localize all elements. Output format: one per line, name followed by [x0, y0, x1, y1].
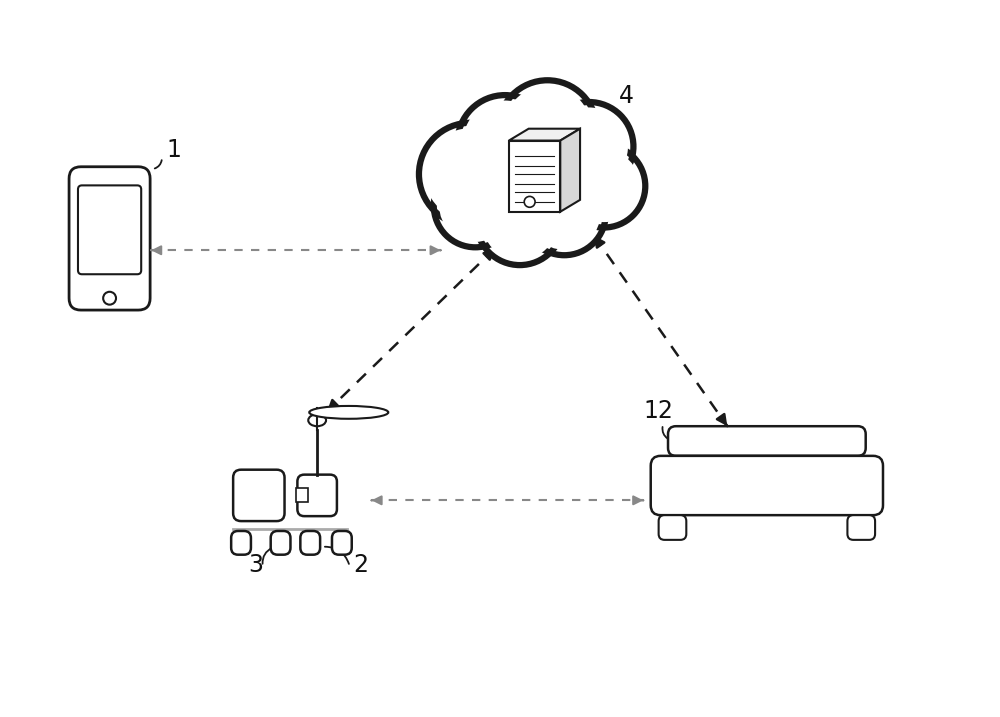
Circle shape [524, 196, 535, 207]
FancyBboxPatch shape [271, 531, 290, 555]
Circle shape [523, 172, 606, 255]
Circle shape [439, 170, 511, 242]
FancyBboxPatch shape [668, 426, 866, 456]
FancyBboxPatch shape [233, 470, 285, 521]
FancyBboxPatch shape [231, 531, 251, 555]
Text: 2: 2 [354, 554, 369, 577]
Circle shape [562, 145, 645, 227]
FancyBboxPatch shape [509, 141, 560, 212]
Circle shape [544, 102, 633, 191]
FancyBboxPatch shape [296, 488, 308, 503]
Ellipse shape [309, 406, 388, 419]
Circle shape [498, 80, 597, 179]
Circle shape [568, 150, 640, 222]
Polygon shape [509, 129, 580, 141]
FancyBboxPatch shape [78, 186, 141, 274]
Text: 12: 12 [643, 399, 673, 423]
FancyBboxPatch shape [659, 515, 686, 540]
Text: 3: 3 [248, 554, 263, 577]
Circle shape [457, 95, 552, 190]
Circle shape [491, 132, 579, 220]
FancyBboxPatch shape [651, 456, 883, 515]
Circle shape [476, 178, 563, 265]
Circle shape [424, 128, 516, 220]
Circle shape [528, 178, 600, 250]
FancyBboxPatch shape [69, 167, 150, 310]
Polygon shape [560, 129, 580, 212]
Circle shape [463, 100, 547, 184]
Text: 1: 1 [167, 138, 182, 162]
FancyBboxPatch shape [847, 515, 875, 540]
FancyBboxPatch shape [297, 475, 337, 516]
Circle shape [419, 123, 522, 226]
Circle shape [550, 108, 628, 186]
Circle shape [485, 127, 584, 226]
Circle shape [503, 86, 591, 174]
Circle shape [434, 164, 517, 247]
Circle shape [482, 184, 558, 260]
Text: 4: 4 [619, 84, 634, 108]
Ellipse shape [308, 414, 326, 426]
FancyBboxPatch shape [300, 531, 320, 555]
FancyBboxPatch shape [332, 531, 352, 555]
Circle shape [103, 292, 116, 305]
